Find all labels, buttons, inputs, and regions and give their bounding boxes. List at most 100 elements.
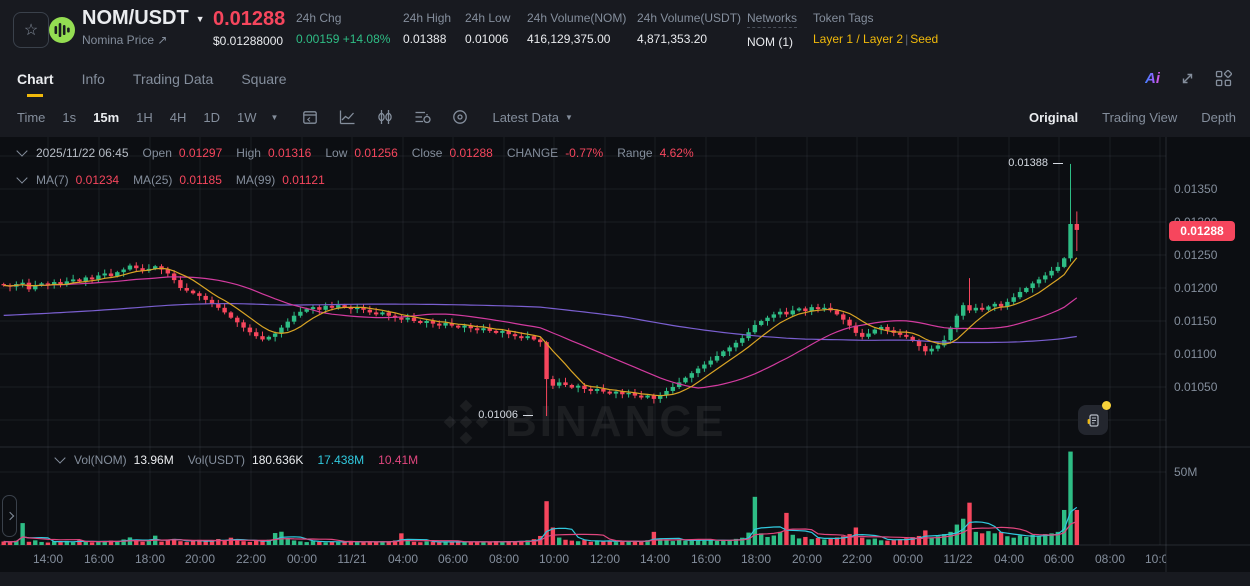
time-tick-label: 16:00	[83, 552, 115, 566]
date-range-icon[interactable]	[302, 109, 318, 125]
time-tick-label: 04:00	[993, 552, 1025, 566]
time-tick-label: 06:00	[437, 552, 469, 566]
more-intervals-caret[interactable]: ▼	[270, 112, 279, 122]
collapse-chevron-icon[interactable]	[16, 172, 28, 184]
stat-value: 0.00159 +14.08%	[296, 32, 391, 46]
time-tick-label: 22:00	[841, 552, 873, 566]
time-tick-label: 10:00	[1144, 552, 1166, 566]
stat-value: 416,129,375.00	[527, 32, 611, 46]
rewards-notification-button[interactable]	[1078, 401, 1111, 435]
chart-canvas	[0, 137, 1250, 572]
candlestick-chart-area[interactable]: BINANCE 2025/11/22 06:45 Open 0.01297 Hig…	[0, 137, 1250, 572]
time-tick-label: 18:00	[134, 552, 166, 566]
time-tick-label: 04:00	[387, 552, 419, 566]
symbol-header: ☆ NOM/USDT ▼ Nomina Price ↗ 0.01288 $0.0…	[0, 0, 1250, 60]
collapse-chevron-icon[interactable]	[54, 452, 66, 464]
time-tick-label: 10:00	[538, 552, 570, 566]
time-tick-label: 06:00	[1043, 552, 1075, 566]
interval-4h[interactable]: 4H	[169, 109, 187, 125]
interval-15m[interactable]: 15m	[93, 109, 120, 125]
notification-dot	[1102, 401, 1111, 410]
stat-24h-volume-nom: 24h Volume(NOM) 416,129,375.00	[527, 11, 626, 46]
pair-selector[interactable]: NOM/USDT ▼ Nomina Price ↗	[82, 7, 205, 47]
low-price-annotation: 0.01006	[473, 409, 533, 421]
chart-mode-tradingview[interactable]: Trading View	[1102, 109, 1178, 125]
fullscreen-expand-icon[interactable]	[1180, 71, 1195, 86]
networks-value: NOM (1)	[747, 35, 793, 49]
price-tick-label: 0.01250	[1174, 248, 1218, 262]
nomina-price-link[interactable]: Nomina Price ↗	[82, 33, 168, 47]
annotation-dash	[1053, 162, 1063, 164]
stat-label: 24h Volume(NOM)	[527, 11, 627, 25]
stat-label: 24h Low	[465, 11, 511, 25]
bottom-strip	[0, 572, 1250, 586]
tab-chart[interactable]: Chart	[17, 60, 54, 97]
time-axis-labels: 14:00 16:00 18:00 20:00 22:00 00:00 11/21 04:00…	[0, 545, 1166, 572]
stat-token-tags: Token Tags Layer 1 / Layer 2 | Seed	[813, 11, 938, 46]
time-tick-label: 00:00	[892, 552, 924, 566]
time-tick-label: 20:00	[184, 552, 216, 566]
interval-1s[interactable]: 1s	[62, 109, 77, 125]
stat-24h-low: 24h Low 0.01006	[465, 11, 510, 46]
tag-layer1-layer2[interactable]: Layer 1 / Layer 2	[813, 32, 904, 46]
time-tick-label: 11/21	[337, 552, 367, 566]
interval-1h[interactable]: 1H	[136, 109, 153, 125]
time-tick-label: 00:00	[286, 552, 318, 566]
token-logo	[48, 16, 76, 49]
binance-watermark: BINANCE	[443, 397, 726, 447]
chevron-right-icon	[5, 511, 14, 521]
time-tick-label: 12:00	[589, 552, 621, 566]
ai-assistant-icon[interactable]: Ai	[1145, 70, 1160, 87]
interval-1d[interactable]: 1D	[203, 109, 221, 125]
stat-24h-chg: 24h Chg 0.00159 +14.08%	[296, 11, 390, 46]
chart-mode-original[interactable]: Original	[1029, 109, 1079, 125]
stat-networks: Networks NOM (1)	[747, 11, 798, 49]
indicators-icon[interactable]	[414, 109, 432, 125]
time-tick-label: 11/22	[943, 552, 973, 566]
stat-value: 0.01006	[465, 32, 509, 46]
ohlc-legend: 2025/11/22 06:45 Open 0.01297 High 0.01316…	[16, 145, 708, 160]
price-tick-label: 0.01150	[1174, 314, 1217, 328]
fiat-price: $0.01288000	[213, 34, 284, 48]
tag-separator: |	[905, 32, 909, 46]
time-tick-label: 08:00	[1094, 552, 1126, 566]
chart-toolbar: Time 1s 15m 1H 4H 1D 1W ▼	[0, 97, 1250, 138]
tab-info[interactable]: Info	[81, 70, 105, 87]
price-tick-label: 0.01200	[1174, 281, 1218, 295]
price-axis[interactable]: 0.013500.013000.012500.012000.011500.011…	[1166, 137, 1250, 572]
watermark-text: BINANCE	[505, 397, 727, 446]
tab-trading-data[interactable]: Trading Data	[132, 70, 214, 87]
price-tick-label: 0.01100	[1174, 347, 1217, 361]
time-tick-label: 18:00	[740, 552, 772, 566]
chevron-down-icon: ▼	[564, 112, 573, 122]
volume-tick-label: 50M	[1174, 465, 1198, 479]
favorite-star-button[interactable]: ☆	[13, 12, 49, 48]
stat-24h-volume-usdt: 24h Volume(USDT) 4,871,353.20	[637, 11, 741, 46]
stat-value: 0.01388	[403, 32, 447, 46]
collapse-chevron-icon[interactable]	[16, 145, 28, 157]
networks-label[interactable]: Networks	[747, 11, 798, 28]
volume-legend: Vol(NOM) 13.96M Vol(USDT) 180.636K 17.438M…	[54, 452, 418, 467]
time-tick-label: 14:00	[32, 552, 64, 566]
chart-style-icon[interactable]	[339, 109, 356, 125]
token-tags-label: Token Tags	[813, 11, 874, 25]
interval-time[interactable]: Time	[17, 109, 46, 125]
time-tick-label: 20:00	[791, 552, 823, 566]
stat-label: 24h High	[403, 11, 452, 25]
time-tick-label: 16:00	[690, 552, 722, 566]
interval-1w[interactable]: 1W	[237, 109, 257, 125]
chart-mode-depth[interactable]: Depth	[1201, 109, 1236, 125]
panel-expand-button[interactable]	[2, 495, 17, 537]
time-tick-label: 14:00	[639, 552, 671, 566]
view-tabs: Chart Info Trading Data Square Ai	[0, 60, 1250, 98]
tab-square[interactable]: Square	[241, 70, 287, 87]
chart-settings-icon[interactable]	[452, 109, 468, 125]
latest-data-dropdown[interactable]: Latest Data ▼	[492, 110, 572, 125]
compare-candles-icon[interactable]	[377, 109, 393, 125]
layout-grid-icon[interactable]	[1215, 70, 1232, 87]
stat-label: 24h Volume(USDT)	[637, 11, 742, 25]
tag-seed[interactable]: Seed	[910, 32, 939, 46]
time-axis[interactable]: 14:00 16:00 18:00 20:00 22:00 00:00 11/21 04:00…	[0, 545, 1250, 572]
time-tick-label: 22:00	[235, 552, 267, 566]
